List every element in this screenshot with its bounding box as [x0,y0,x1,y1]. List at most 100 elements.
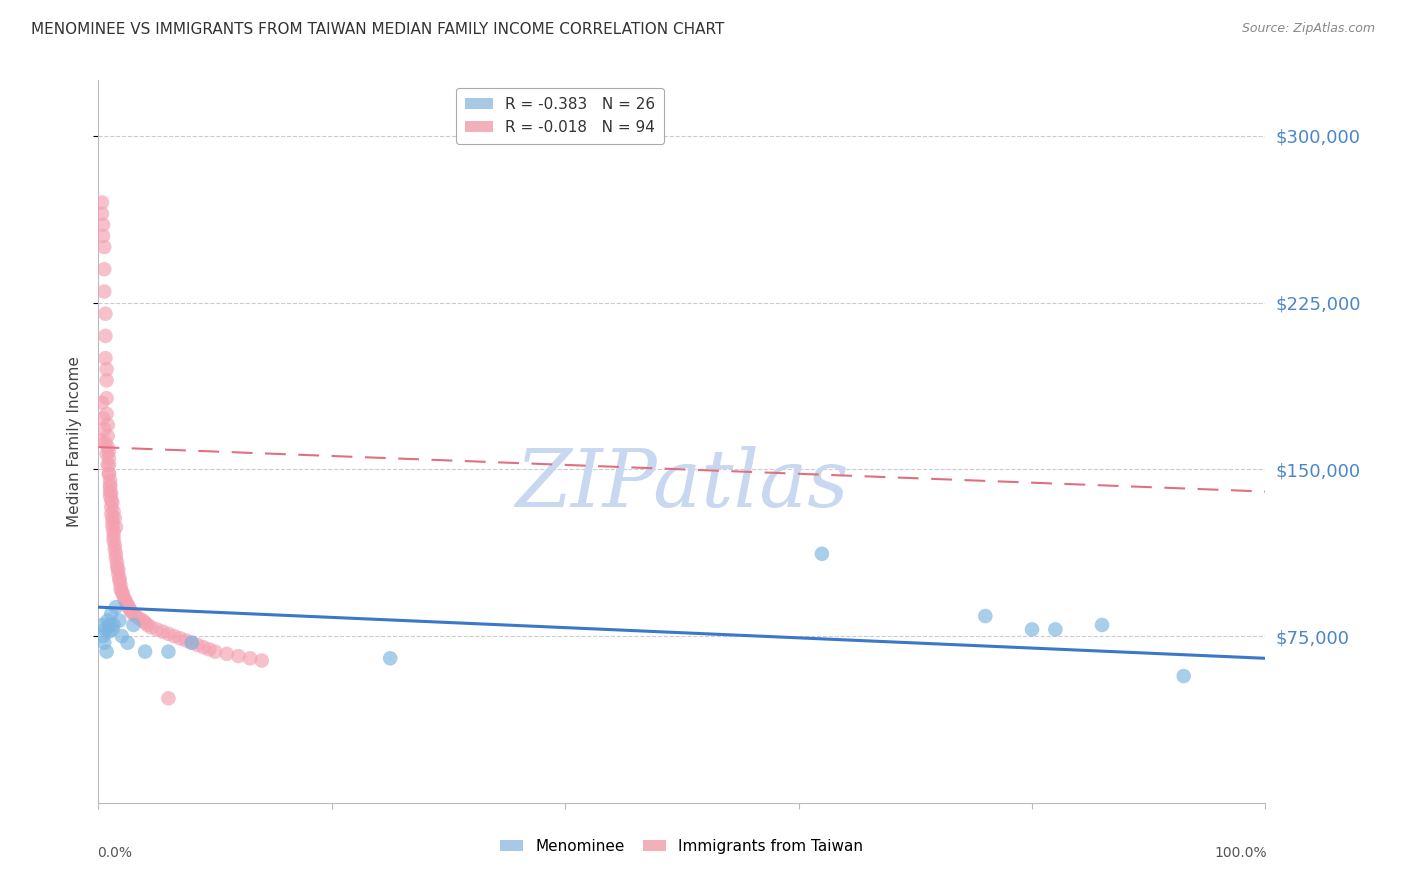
Point [108,614,131,628]
Point [97,624,120,639]
Point [1045,623,1067,637]
Point [101,496,124,510]
Text: ZIPatlas: ZIPatlas [515,446,849,524]
Point [104,600,127,615]
Point [125,609,148,624]
Point [90,207,112,221]
Point [90,395,112,409]
Point [122,607,145,621]
Point [110,578,132,592]
Point [94,307,117,321]
Point [94,351,117,366]
Point [103,505,125,519]
Point [152,624,174,639]
Point [98,474,121,488]
Point [107,566,129,581]
Point [107,562,129,576]
Point [117,636,139,650]
Point [193,640,215,655]
Point [96,447,118,461]
Point [108,571,131,585]
Point [118,602,141,616]
Point [111,587,134,601]
Point [97,614,120,628]
Point [94,329,117,343]
Point [174,633,197,648]
Point [97,451,120,466]
Point [122,618,145,632]
Point [110,582,132,597]
Point [198,642,221,657]
Point [157,645,180,659]
Point [180,636,202,650]
Point [117,598,139,612]
Point [239,651,262,665]
Point [811,547,834,561]
Point [111,629,134,643]
Point [90,434,112,448]
Point [90,195,112,210]
Point [94,435,117,450]
Point [139,620,162,634]
Point [380,651,402,665]
Point [132,614,155,628]
Point [98,484,121,499]
Point [1173,669,1195,683]
Point [104,547,127,561]
Point [98,489,121,503]
Text: Source: ZipAtlas.com: Source: ZipAtlas.com [1241,22,1375,36]
Point [103,524,125,539]
Point [112,591,135,606]
Point [104,551,127,566]
Point [111,584,134,599]
Point [187,638,209,652]
Point [105,560,128,574]
Point [134,645,156,659]
Point [146,623,169,637]
Point [91,629,114,643]
Y-axis label: Median Family Income: Median Family Income [67,356,83,527]
Point [104,520,127,534]
Point [97,429,120,443]
Point [114,593,136,607]
Point [96,645,118,659]
Point [101,516,124,530]
Point [108,574,131,588]
Point [96,373,118,387]
Text: 100.0%: 100.0% [1213,847,1267,860]
Point [169,632,191,646]
Point [157,691,180,706]
Point [97,458,120,472]
Point [105,556,128,570]
Point [115,596,138,610]
Point [100,500,122,515]
Point [103,618,125,632]
Point [91,218,114,232]
Legend: Menominee, Immigrants from Taiwan: Menominee, Immigrants from Taiwan [495,833,869,860]
Point [98,618,121,632]
Point [250,653,273,667]
Point [97,444,120,458]
Point [94,623,117,637]
Point [120,605,142,619]
Point [228,649,250,664]
Text: MENOMINEE VS IMMIGRANTS FROM TAIWAN MEDIAN FAMILY INCOME CORRELATION CHART: MENOMINEE VS IMMIGRANTS FROM TAIWAN MEDI… [31,22,724,37]
Point [104,538,127,552]
Point [974,609,997,624]
Point [104,542,127,557]
Point [96,362,118,376]
Point [93,240,115,254]
Point [97,440,120,454]
Point [97,417,120,432]
Point [204,645,226,659]
Point [180,636,202,650]
Point [118,600,141,615]
Point [100,507,122,521]
Point [163,629,186,643]
Point [101,520,124,534]
Point [93,285,115,299]
Point [215,647,238,661]
Point [100,487,122,501]
Point [97,467,120,481]
Point [91,228,114,243]
